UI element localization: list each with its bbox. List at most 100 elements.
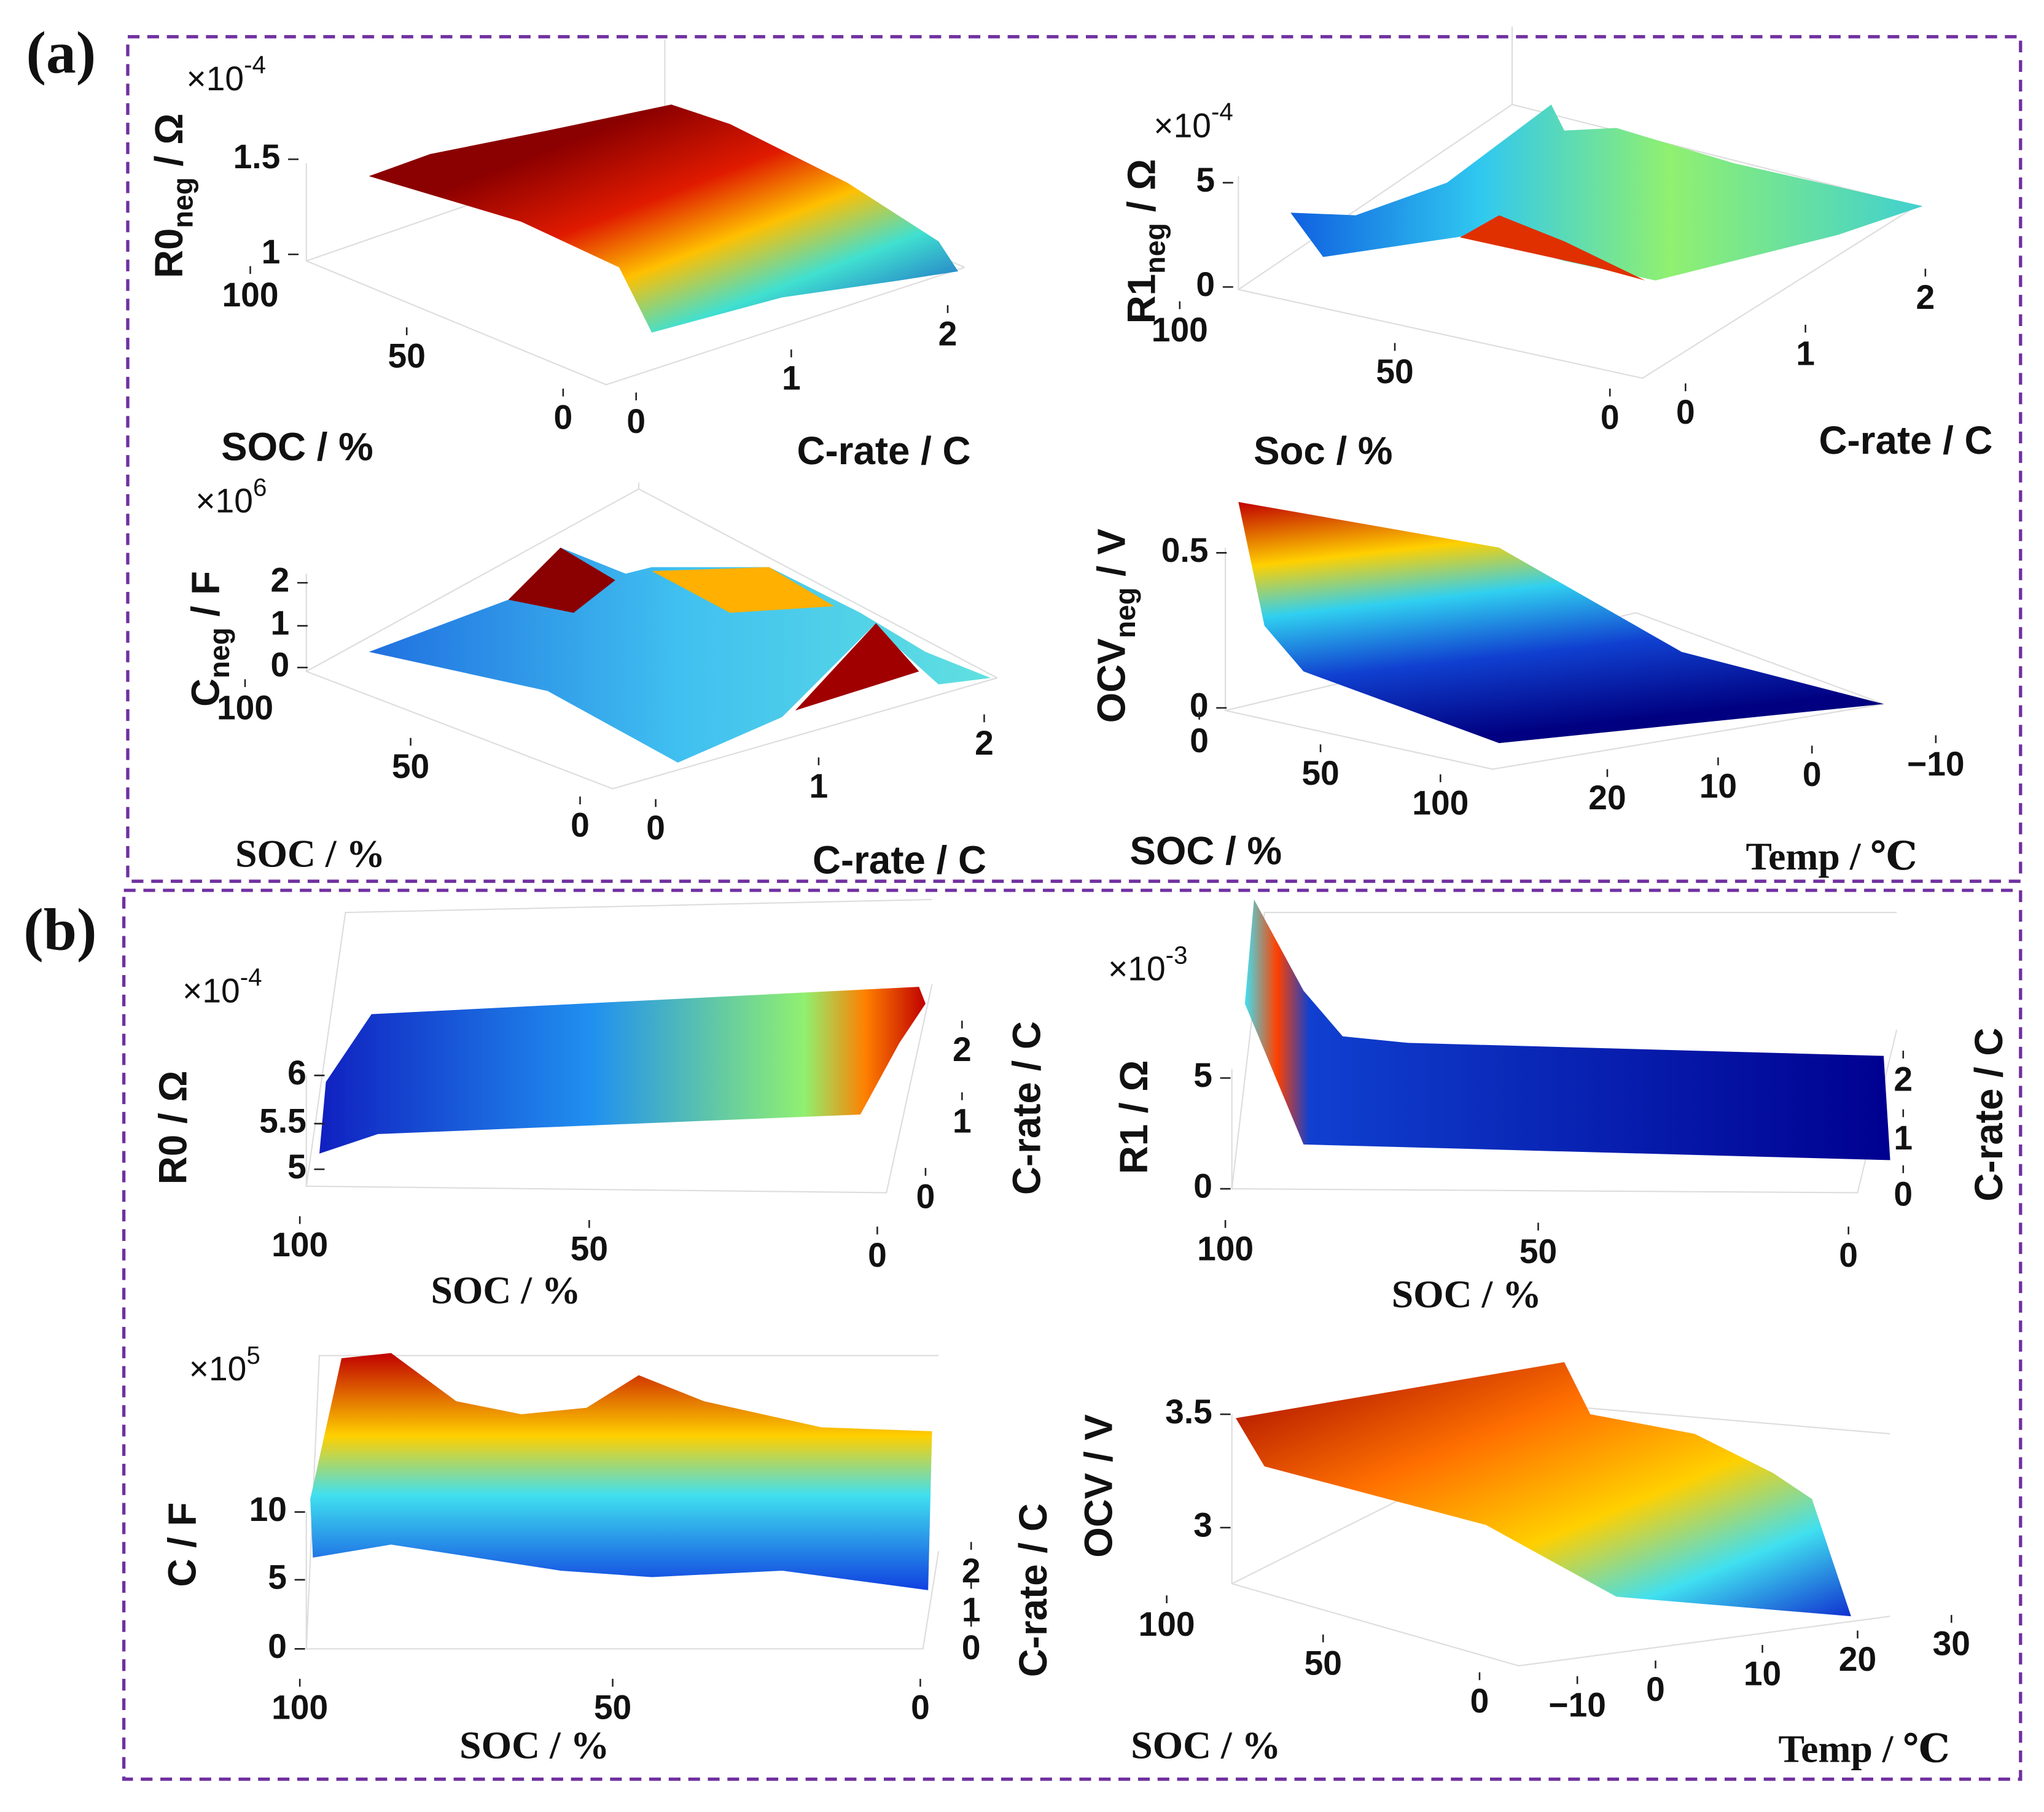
z-label-sub: neg <box>1139 223 1171 274</box>
x-tick-label: 0 <box>868 1236 887 1274</box>
z-label-unit: / V <box>1090 528 1134 587</box>
x-tick-label: 100 <box>1152 311 1208 349</box>
z-tick-label: 0 <box>1196 265 1215 303</box>
x-tick-label: 0 <box>1190 721 1209 760</box>
z-label-unit: / Ω <box>147 114 191 177</box>
y-tick-label: −10 <box>1548 1686 1606 1724</box>
y-axis-label: C-rate / C <box>813 838 986 882</box>
z-label-unit: / F <box>184 571 227 628</box>
z-label-main: C <box>160 1558 204 1587</box>
y-axis-label: C-rate / C <box>1012 1503 1055 1677</box>
z-tick-label: 0.5 <box>1161 531 1209 569</box>
x-axis-label: SOC / % <box>1131 1723 1281 1767</box>
z-tick-label: 5 <box>1193 1056 1212 1094</box>
x-axis-label: SOC / % <box>431 1269 580 1312</box>
y-tick-label: 20 <box>1839 1640 1876 1678</box>
z-tick-label: 5 <box>1196 161 1215 199</box>
group-frame <box>122 889 2023 1781</box>
y-axis-label: C-rate / C <box>1967 1028 2011 1202</box>
z-label-main: OCV <box>1077 1472 1120 1557</box>
x-axis-label: SOC / % <box>459 1723 609 1767</box>
multiplier-base: ×10 <box>195 481 253 519</box>
multiplier-base: ×10 <box>182 971 240 1009</box>
z-label-sub: neg <box>203 628 235 679</box>
z-tick-label: 1 <box>262 233 281 271</box>
y-tick-label: 0 <box>646 809 665 847</box>
axes-box <box>305 26 1917 1666</box>
axis-multiplier: ×106 <box>195 473 267 519</box>
x-tick-label: 50 <box>571 1230 608 1268</box>
z-axis-label: R0neg / Ω <box>147 114 199 279</box>
z-label-sub: neg <box>1109 587 1141 638</box>
x-tick-label: 0 <box>911 1689 930 1727</box>
y-axis-label: C-rate / C <box>1005 1021 1049 1195</box>
z-tick-label: 5 <box>268 1558 287 1596</box>
y-tick-label: 1 <box>953 1102 972 1140</box>
axis-multiplier: ×10-4 <box>1153 98 1233 144</box>
y-tick-label: 30 <box>1933 1625 1970 1663</box>
y-axis-label: C-rate / C <box>1819 419 1993 462</box>
x-axis-label: Soc / % <box>1254 429 1392 473</box>
y-axis-label: C-rate / C <box>797 429 971 473</box>
z-axis-label: Cneg / F <box>184 571 235 707</box>
y-tick-label: 1 <box>1796 334 1815 372</box>
y-tick-label: 2 <box>1916 278 1935 316</box>
z-tick-label: 1 <box>270 604 289 642</box>
x-axis-label: SOC / % <box>235 832 385 876</box>
x-tick-label: 50 <box>1301 754 1339 792</box>
z-tick-label: 5 <box>287 1148 306 1186</box>
y-tick-label: 1 <box>809 767 829 805</box>
x-tick-label: 50 <box>594 1689 631 1727</box>
z-label-main: R1 <box>1112 1124 1156 1174</box>
x-tick-label: 100 <box>222 276 278 314</box>
y-tick-label: 2 <box>1894 1060 1913 1098</box>
multiplier-exp: 5 <box>246 1341 260 1369</box>
multiplier-base: ×10 <box>189 1350 247 1388</box>
z-axis-label: R0 / Ω <box>151 1071 195 1184</box>
z-label-main: OCV <box>1090 638 1134 723</box>
x-tick-label: 100 <box>271 1689 328 1727</box>
x-tick-label: 50 <box>1305 1644 1342 1682</box>
z-tick-label: 3 <box>1193 1506 1212 1544</box>
x-tick-label: 50 <box>392 747 429 785</box>
multiplier-base: ×10 <box>187 60 244 98</box>
multiplier-exp: -4 <box>240 963 262 991</box>
multiplier-exp: -4 <box>244 50 266 79</box>
y-tick-label: 0 <box>962 1628 981 1666</box>
z-tick-label: 10 <box>249 1490 287 1528</box>
multiplier-base: ×10 <box>1108 949 1166 987</box>
z-tick-label: 0 <box>1193 1167 1212 1205</box>
z-label-unit: / Ω <box>151 1071 195 1135</box>
x-tick-label: 100 <box>1412 784 1469 822</box>
surfaces <box>310 104 1923 1617</box>
y-tick-label: 0 <box>916 1178 935 1216</box>
multiplier-exp: -3 <box>1166 941 1188 969</box>
z-label-unit: / F <box>160 1503 204 1559</box>
axis-multiplier: ×10-4 <box>187 50 266 97</box>
z-label-main: R1 <box>1120 274 1163 324</box>
y-axis-label: Temp / ℃ <box>1779 1727 1950 1771</box>
z-tick-label: 3.5 <box>1165 1393 1212 1431</box>
x-tick-label: 100 <box>1139 1605 1195 1643</box>
y-tick-label: 1 <box>1894 1119 1913 1157</box>
multiplier-exp: 6 <box>253 473 267 501</box>
x-tick-label: 0 <box>554 398 573 436</box>
y-tick-label: 2 <box>953 1030 972 1068</box>
x-tick-label: 100 <box>217 689 273 727</box>
y-tick-label: 2 <box>975 724 994 762</box>
y-tick-label: 0 <box>1894 1175 1913 1213</box>
x-tick-label: 0 <box>1839 1236 1858 1274</box>
y-tick-label: 0 <box>1676 393 1695 431</box>
x-tick-label: 50 <box>388 337 426 375</box>
z-tick-label: 1.5 <box>233 138 281 176</box>
z-label-sub: neg <box>167 177 199 228</box>
z-label-unit: / Ω <box>1112 1060 1156 1124</box>
z-axis-label: OCVneg / V <box>1090 528 1142 723</box>
x-axis-label: SOC / % <box>1392 1272 1542 1316</box>
x-axis-label: SOC / % <box>221 425 373 469</box>
y-tick-label: 20 <box>1588 779 1626 817</box>
z-axis-label: R1neg / Ω <box>1120 159 1171 324</box>
z-tick-label: 0 <box>268 1627 287 1665</box>
z-label-main: R0 <box>151 1135 195 1184</box>
z-label-main: R0 <box>147 228 191 278</box>
